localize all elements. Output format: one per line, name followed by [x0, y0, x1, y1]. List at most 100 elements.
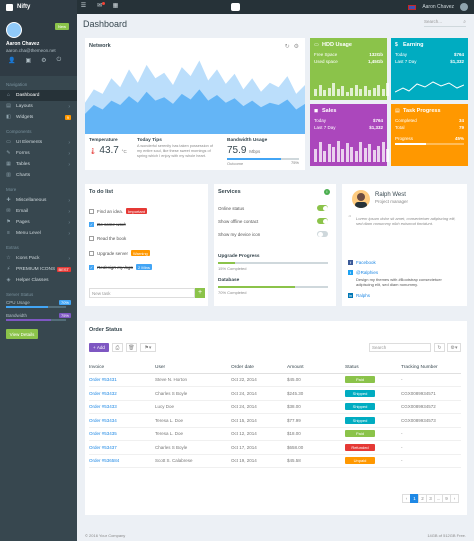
spark-bar [341, 148, 344, 162]
info-icon[interactable]: i [324, 189, 330, 195]
spark-bar [323, 90, 326, 96]
cpu-bar [6, 306, 48, 308]
view-details-button[interactable]: View Details [6, 329, 38, 339]
logout-icon[interactable]: ⏻ [56, 57, 62, 63]
profile-card-name[interactable]: Ralph West [375, 192, 406, 198]
top-avatar[interactable] [460, 3, 468, 11]
top-navbar: Nifty ☰ ✉ ▦ Aaron Chavez [0, 0, 474, 14]
page-button[interactable]: › [450, 494, 459, 503]
center-logo-icon[interactable] [231, 3, 240, 11]
orders-settings-icon[interactable]: ⚙▾ [447, 343, 461, 352]
todo-item[interactable]: Read the book [89, 236, 126, 241]
sidebar-item-pages[interactable]: ⚑ Pages › [0, 217, 77, 228]
menu-toggle-icon[interactable]: ☰ [80, 3, 87, 9]
spark-bar [345, 91, 349, 96]
order-status-cell: Shipped [345, 386, 401, 401]
sidebar-item-label: Icons Pack [16, 256, 40, 261]
sidebar-item-label: Widgets [16, 115, 34, 120]
chevron-right-icon: › [68, 161, 70, 168]
upgrade-progress-sub: 15% Completed [218, 266, 247, 271]
order-invoice[interactable]: Order #53432 [89, 386, 155, 401]
language-flag-icon[interactable] [408, 4, 417, 10]
refresh-icon[interactable]: ↻ [284, 44, 290, 50]
order-invoice[interactable]: Order #53431 [89, 373, 155, 387]
earning-tile[interactable]: $ Earning Today $764 Last 7 Day $1,332 [391, 38, 468, 100]
sidebar-item-helper-classes[interactable]: ◈ Helper Classes [0, 275, 77, 286]
todo-title: To do list [89, 189, 114, 195]
order-amount: $77.99 [287, 413, 345, 428]
service-toggle[interactable] [317, 205, 328, 211]
hdd-usage-tile[interactable]: ▭ HDD Usage Free Space 132Gb Used space 1,4… [310, 38, 403, 100]
sidebar-item-icons-pack[interactable]: ☆ Icons Pack › [0, 253, 77, 264]
megamenu-icon[interactable]: ▦ [112, 3, 119, 9]
task-progress-tile[interactable]: ▤ Task Progress Completed 34 Total 79 Progr… [391, 104, 468, 166]
todo-item[interactable]: ✓ Do some work [89, 222, 126, 227]
chat-icon[interactable]: ▣ [25, 58, 32, 64]
refresh-orders-icon[interactable]: ↻ [434, 343, 445, 352]
spark-bar [350, 87, 353, 96]
sales-tile[interactable]: ◼ Sales Today $764 Last 7 Day $1,332 [310, 104, 403, 166]
sidebar-item-tables[interactable]: ▦ Tables › [0, 159, 77, 170]
order-search-input[interactable]: Search [369, 343, 431, 352]
task-progress-bar [395, 143, 427, 145]
todo-item[interactable]: Upgrade server Warning [89, 250, 150, 256]
sidebar-item-email[interactable]: ✉ Email › [0, 206, 77, 217]
todo-checkbox[interactable]: ✓ [89, 264, 94, 270]
order-invoice[interactable]: Order #53437 [89, 440, 155, 455]
filter-dropdown-icon[interactable]: ⚑▾ [139, 343, 156, 352]
gear-icon[interactable]: ⚙ [41, 58, 47, 64]
service-toggle[interactable] [317, 231, 328, 237]
todo-item[interactable]: Find an idea. Important [89, 208, 147, 214]
order-invoice[interactable]: Order #53435 [89, 427, 155, 441]
sidebar-item-menu-level[interactable]: ≡ Menu Level › [0, 228, 77, 239]
todo-checkbox[interactable]: ✓ [89, 222, 94, 227]
sidebar-item-premium-icons[interactable]: ⚡ PREMIUM ICONS BEST [0, 264, 77, 275]
ralphs-link[interactable]: in Ralphs [348, 293, 370, 298]
bandwidth-stat: Bandwidth Usage 75.9 Mbps Outcome 75% [223, 134, 305, 170]
todo-checkbox[interactable] [89, 236, 94, 241]
todo-checkbox[interactable] [89, 208, 94, 214]
sidebar-item-dashboard[interactable]: ⌂ Dashboard [0, 90, 77, 101]
sidebar-item-forms[interactable]: ✎ Forms › [0, 148, 77, 159]
sidebar-item-widgets[interactable]: ◧ Widgets 9 [0, 112, 77, 123]
sidebar-item-miscellaneous[interactable]: ✚ Miscellaneous › [0, 195, 77, 206]
sidebar-item-ui-elements[interactable]: ▭ UI Elements › [0, 137, 77, 148]
notifications-icon[interactable]: ✉ [96, 2, 105, 10]
service-toggle[interactable] [317, 218, 328, 224]
sidebar-item-layouts[interactable]: ▤ Layouts › [0, 101, 77, 112]
profile-avatar[interactable] [352, 190, 370, 208]
todo-checkbox[interactable] [89, 250, 94, 256]
user-icon[interactable]: 👤 [8, 58, 16, 64]
server-status-title: Server Status [6, 292, 34, 297]
order-invoice[interactable]: Order #536584 [89, 454, 155, 468]
page-title: Dashboard [83, 19, 128, 29]
brand[interactable]: Nifty [0, 0, 77, 14]
page-search-input[interactable]: Search... ⌕ [424, 19, 466, 27]
upgrade-progress-label: Upgrade Progress [218, 254, 260, 259]
order-invoice[interactable]: Order #53433 [89, 400, 155, 414]
profile-name[interactable]: Aaron Chavez [6, 41, 40, 47]
settings-icon[interactable]: ⚙ [293, 44, 299, 50]
spark-bar [336, 89, 340, 96]
table-row: Order #53435 Teresa L. Doe Oct 12, 2014 $18… [89, 427, 461, 441]
order-invoice[interactable]: Order #53434 [89, 413, 155, 428]
status-badge: Unpaid [345, 457, 375, 465]
twitter-link[interactable]: t @Ralphies [348, 270, 378, 275]
trash-icon[interactable]: 🗑 [125, 343, 137, 352]
todo-item[interactable]: ✓ Redesign my logo 2 Mins [89, 264, 152, 270]
top-user-name[interactable]: Aaron Chavez [422, 4, 454, 10]
task-completed-label: Completed [395, 118, 417, 123]
sidebar-item-charts[interactable]: ▥ Charts [0, 170, 77, 181]
facebook-link[interactable]: f Facebook [348, 260, 376, 265]
spark-bar [323, 151, 326, 162]
print-icon[interactable]: ⎙ [111, 343, 123, 352]
add-order-button[interactable]: + Add [89, 343, 109, 352]
add-task-button[interactable]: + [195, 288, 205, 298]
hdd-free-value: 132Gb [369, 52, 383, 57]
sidebar-item-label: Email [16, 209, 28, 214]
nav-badge: BEST [56, 267, 71, 272]
new-task-input[interactable]: New task [89, 288, 195, 298]
search-icon[interactable]: ⌕ [463, 19, 466, 25]
services-panel: Services i Online status Show offline con… [214, 184, 336, 306]
avatar[interactable] [6, 22, 22, 38]
